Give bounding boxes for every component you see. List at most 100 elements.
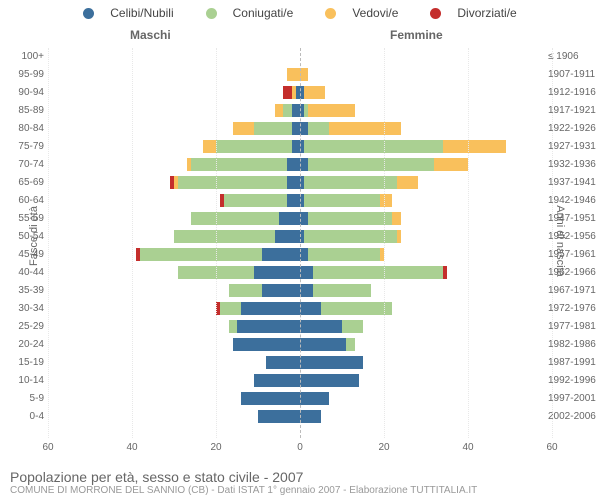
segment-celibi — [241, 302, 300, 315]
bar-f — [300, 302, 392, 315]
segment-vedovi — [287, 68, 300, 81]
bar-f — [300, 212, 401, 225]
bar-m — [174, 230, 300, 243]
segment-celibi — [300, 302, 321, 315]
age-label: 85-89 — [0, 102, 44, 120]
segment-coniugati — [304, 194, 380, 207]
bar-m — [233, 122, 300, 135]
age-label: 50-54 — [0, 228, 44, 246]
segment-celibi — [300, 338, 346, 351]
age-label: 15-19 — [0, 354, 44, 372]
segment-celibi — [287, 176, 300, 189]
birth-year-label: 1932-1936 — [548, 156, 600, 174]
legend-item-celibi: Celibi/Nubili — [75, 6, 181, 20]
segment-celibi — [254, 266, 300, 279]
age-label: 75-79 — [0, 138, 44, 156]
bar-m — [191, 212, 300, 225]
legend-swatch-celibi — [83, 8, 94, 19]
birth-year-label: ≤ 1906 — [548, 48, 600, 66]
age-label: 25-29 — [0, 318, 44, 336]
bar-m — [187, 158, 300, 171]
birth-year-label: 2002-2006 — [548, 408, 600, 426]
segment-vedovi — [203, 140, 216, 153]
segment-vedovi — [233, 122, 254, 135]
segment-coniugati — [283, 104, 291, 117]
chart-title: Popolazione per età, sesso e stato civil… — [10, 469, 590, 485]
bar-m — [136, 248, 300, 261]
segment-celibi — [262, 248, 300, 261]
header-male: Maschi — [130, 28, 171, 42]
legend-swatch-coniugati — [206, 8, 217, 19]
segment-celibi — [292, 122, 300, 135]
segment-celibi — [292, 140, 300, 153]
segment-vedovi — [308, 104, 354, 117]
birth-year-label: 1922-1926 — [548, 120, 600, 138]
segment-coniugati — [229, 320, 237, 333]
bar-f — [300, 104, 355, 117]
bar-f — [300, 284, 371, 297]
bar-f — [300, 248, 384, 261]
x-gridline — [468, 48, 469, 438]
birth-year-label: 1937-1941 — [548, 174, 600, 192]
bar-f — [300, 338, 355, 351]
segment-vedovi — [292, 86, 296, 99]
age-label: 60-64 — [0, 192, 44, 210]
age-label: 90-94 — [0, 84, 44, 102]
chart-legend: Celibi/NubiliConiugati/eVedovi/eDivorzia… — [0, 6, 600, 20]
plot-area: 100+≤ 190695-991907-191190-941912-191685… — [48, 48, 552, 438]
header-female: Femmine — [390, 28, 443, 42]
population-pyramid-chart: Celibi/NubiliConiugati/eVedovi/eDivorzia… — [0, 0, 600, 500]
x-tick-label: 20 — [210, 442, 221, 453]
segment-vedovi — [174, 176, 178, 189]
segment-vedovi — [392, 212, 400, 225]
segment-vedovi — [443, 140, 506, 153]
segment-coniugati — [342, 320, 363, 333]
segment-coniugati — [254, 122, 292, 135]
center-line — [300, 48, 301, 438]
segment-vedovi — [275, 104, 283, 117]
bar-f — [300, 122, 401, 135]
segment-celibi — [287, 194, 300, 207]
bar-m — [258, 410, 300, 423]
segment-celibi — [275, 230, 300, 243]
age-label: 10-14 — [0, 372, 44, 390]
segment-coniugati — [178, 176, 287, 189]
age-label: 80-84 — [0, 120, 44, 138]
segment-coniugati — [313, 284, 372, 297]
bar-f — [300, 410, 321, 423]
age-label: 40-44 — [0, 264, 44, 282]
segment-celibi — [300, 266, 313, 279]
birth-year-label: 1942-1946 — [548, 192, 600, 210]
segment-coniugati — [304, 230, 396, 243]
x-tick-label: 0 — [297, 442, 303, 453]
birth-year-label: 1917-1921 — [548, 102, 600, 120]
legend-label: Divorziati/e — [457, 6, 516, 20]
segment-coniugati — [140, 248, 262, 261]
segment-celibi — [300, 356, 363, 369]
segment-vedovi — [397, 230, 401, 243]
birth-year-label: 1972-1976 — [548, 300, 600, 318]
segment-celibi — [292, 104, 300, 117]
legend-label: Vedovi/e — [352, 6, 398, 20]
segment-celibi — [300, 320, 342, 333]
legend-swatch-vedovi — [325, 8, 336, 19]
segment-celibi — [279, 212, 300, 225]
segment-vedovi — [300, 68, 308, 81]
age-label: 55-59 — [0, 210, 44, 228]
x-gridline — [132, 48, 133, 438]
segment-celibi — [258, 410, 300, 423]
bar-m — [287, 68, 300, 81]
segment-celibi — [300, 374, 359, 387]
age-label: 35-39 — [0, 282, 44, 300]
bar-m — [178, 266, 300, 279]
segment-celibi — [287, 158, 300, 171]
age-label: 100+ — [0, 48, 44, 66]
segment-divorziati — [170, 176, 174, 189]
segment-vedovi — [397, 176, 418, 189]
x-tick-label: 20 — [378, 442, 389, 453]
birth-year-label: 1977-1981 — [548, 318, 600, 336]
segment-celibi — [262, 284, 300, 297]
x-gridline — [384, 48, 385, 438]
bar-f — [300, 176, 418, 189]
birth-year-label: 1952-1956 — [548, 228, 600, 246]
